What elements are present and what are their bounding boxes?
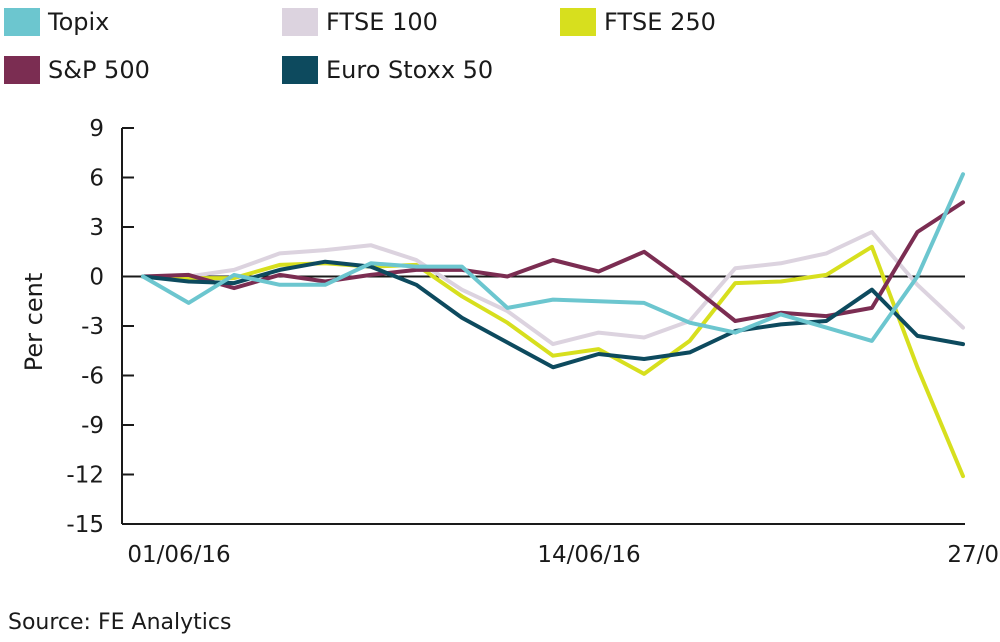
legend-swatch [282,56,318,84]
source-note: Source: FE Analytics [8,610,232,635]
legend-swatch [282,8,318,36]
legend-label: FTSE 250 [604,8,716,36]
series-line-s-p-500 [141,200,965,323]
y-tick-label: -9 [81,413,104,439]
y-tick-label: -6 [81,364,104,390]
legend-item: FTSE 250 [560,4,716,40]
x-tick-label: 27/06/16 [947,542,1000,568]
series-line-ftse-100 [141,230,965,347]
legend-item: Euro Stoxx 50 [282,52,493,88]
legend-swatch [4,56,40,84]
y-tick-label: 9 [89,116,104,142]
series-line-ftse-250 [141,244,965,479]
y-tick-label: -3 [81,314,104,340]
legend-swatch [560,8,596,36]
y-axis: 9 6 3 0 -3 -6 -9 -12 -15 [66,116,134,538]
y-tick-label: -12 [66,463,104,489]
x-tick-label: 14/06/16 [537,542,640,568]
y-tick-label: 6 [89,166,104,192]
legend-label: S&P 500 [48,56,150,84]
legend-item: FTSE 100 [282,4,438,40]
x-tick-label: 01/06/16 [127,542,230,568]
legend-item: S&P 500 [4,52,150,88]
series-line-euro-stoxx-50 [141,259,965,370]
y-tick-label: 0 [89,265,104,291]
legend-item: Topix [4,4,109,40]
legend-label: Euro Stoxx 50 [326,56,494,84]
series-line-topix [141,172,965,343]
series-lines [141,172,965,479]
legend-swatch [4,8,40,36]
x-axis: 01/06/16 14/06/16 27/06/16 [122,523,1000,568]
legend-label: FTSE 100 [326,8,438,36]
legend-label: Topix [48,8,110,36]
y-tick-label: -15 [66,512,104,538]
y-tick-label: 3 [89,215,104,241]
y-axis-label: Per cent [20,272,48,372]
